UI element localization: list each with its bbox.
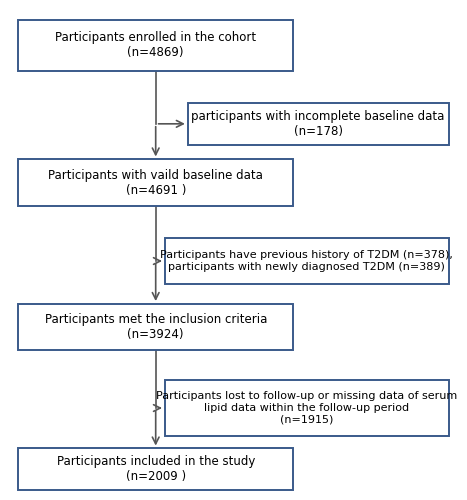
Text: Participants have previous history of T2DM (n=378),
participants with newly diag: Participants have previous history of T2… <box>160 250 453 272</box>
FancyBboxPatch shape <box>188 103 449 144</box>
Text: participants with incomplete baseline data
(n=178): participants with incomplete baseline da… <box>191 110 445 138</box>
FancyBboxPatch shape <box>165 380 449 436</box>
FancyBboxPatch shape <box>18 160 293 206</box>
Text: Participants met the inclusion criteria
(n=3924): Participants met the inclusion criteria … <box>44 313 267 341</box>
Text: Participants lost to follow-up or missing data of serum
lipid data within the fo: Participants lost to follow-up or missin… <box>156 392 457 424</box>
FancyBboxPatch shape <box>18 304 293 350</box>
FancyBboxPatch shape <box>165 238 449 284</box>
Text: Participants with vaild baseline data
(n=4691 ): Participants with vaild baseline data (n… <box>48 168 263 196</box>
Text: Participants enrolled in the cohort
(n=4869): Participants enrolled in the cohort (n=4… <box>55 32 256 60</box>
FancyBboxPatch shape <box>18 20 293 71</box>
FancyBboxPatch shape <box>18 448 293 490</box>
Text: Participants included in the study
(n=2009 ): Participants included in the study (n=20… <box>57 456 255 483</box>
